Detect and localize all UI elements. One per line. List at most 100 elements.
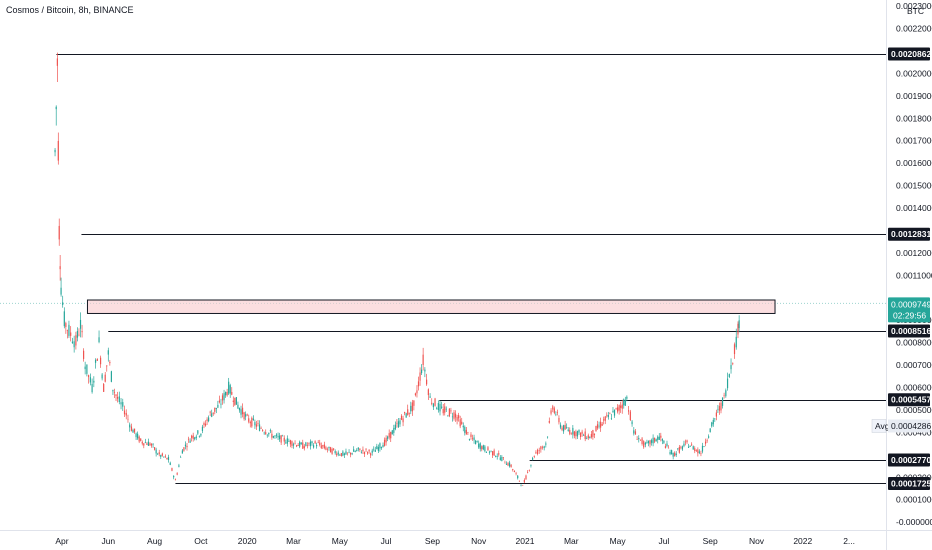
candle-body [331, 448, 333, 454]
candle-body [675, 453, 677, 455]
candle-body [437, 403, 439, 411]
candle-body [629, 411, 631, 421]
candle-body [610, 418, 613, 419]
candle-body [738, 320, 740, 329]
candle-body [192, 435, 194, 439]
candle-body [189, 440, 191, 443]
candle-body [697, 449, 699, 454]
candle-body [363, 451, 366, 455]
candle-body [245, 414, 247, 417]
candle-body [631, 421, 633, 425]
candle-body [116, 396, 119, 399]
candle-body [487, 447, 489, 451]
candle-body [641, 438, 643, 445]
candle-body [612, 410, 614, 413]
candle-body [201, 426, 204, 431]
candle-body [323, 444, 325, 449]
candle-body [706, 440, 708, 442]
candle-body [161, 453, 163, 456]
time-tick-label: 2... [843, 536, 855, 546]
time-tick-label: Jul [658, 536, 669, 546]
candle-body [400, 415, 403, 420]
level-price-label: 0.0020862 [891, 49, 931, 59]
candle-body [342, 451, 344, 456]
candle-body [644, 442, 646, 445]
candle-body [561, 427, 563, 430]
candle-body [297, 445, 299, 446]
candle-body [183, 447, 185, 451]
candle-body [231, 391, 233, 395]
candle-body [164, 455, 167, 457]
candle-body [334, 451, 336, 454]
candle-body [351, 453, 353, 455]
candle-body [56, 58, 58, 66]
candle-body [311, 441, 313, 444]
level-price-tag[interactable] [888, 324, 930, 338]
candle-body [140, 438, 142, 441]
candle-body [104, 374, 106, 382]
candle-body [448, 408, 450, 417]
candle-body [540, 446, 542, 450]
candle-body [686, 440, 688, 443]
candle-body [282, 435, 284, 437]
candle-body [573, 431, 575, 436]
candle-body [718, 406, 721, 411]
level-price-label: 0.0002770 [891, 455, 931, 465]
candle-body [157, 453, 159, 455]
candle-body [600, 421, 602, 428]
candle-body [377, 447, 379, 451]
candle-body [650, 440, 653, 443]
candle-body [464, 426, 466, 433]
level-price-tag[interactable] [888, 453, 930, 467]
candle-body [103, 383, 105, 392]
candle-body [98, 337, 100, 343]
candle-body [712, 419, 714, 425]
level-price-tag[interactable] [888, 393, 930, 407]
candle-body [646, 442, 648, 443]
candle-body [277, 435, 279, 438]
candle-body [578, 430, 580, 433]
candle-body [380, 447, 383, 449]
level-price-tag[interactable] [888, 476, 930, 490]
candle-body [598, 425, 600, 427]
candle-body [94, 359, 97, 363]
candle-body [314, 441, 316, 444]
resistance-zone[interactable] [86, 299, 776, 314]
candle-body [422, 354, 424, 365]
candle-body [621, 404, 623, 409]
candle-body [354, 451, 356, 452]
candle-body [579, 432, 582, 438]
candle-body [274, 435, 276, 437]
candle-body [127, 418, 129, 420]
candle-body [312, 445, 315, 448]
candle-body [215, 407, 217, 410]
avg-price-tag [888, 419, 930, 433]
candle-body [604, 416, 606, 421]
candle-body [356, 449, 358, 451]
candle-body [461, 421, 463, 425]
candle-body [567, 429, 569, 431]
candle-body [220, 403, 222, 405]
current-price-tag[interactable] [888, 297, 930, 323]
candle-body [194, 437, 196, 440]
candle-body [413, 400, 415, 406]
candle-body [589, 437, 591, 439]
candle-body [681, 446, 684, 450]
candle-body [368, 449, 370, 452]
candle-body [336, 453, 338, 456]
level-price-label: 0.0008516 [891, 326, 931, 336]
candle-body [532, 458, 534, 460]
candle-body [655, 439, 657, 442]
candle-body [167, 456, 170, 461]
candle-body [289, 440, 292, 445]
time-tick-label: Apr [55, 536, 68, 546]
level-price-tag[interactable] [888, 227, 930, 241]
time-tick-label: Oct [194, 536, 208, 546]
candle-body [125, 412, 127, 416]
level-price-tag[interactable] [888, 47, 930, 61]
